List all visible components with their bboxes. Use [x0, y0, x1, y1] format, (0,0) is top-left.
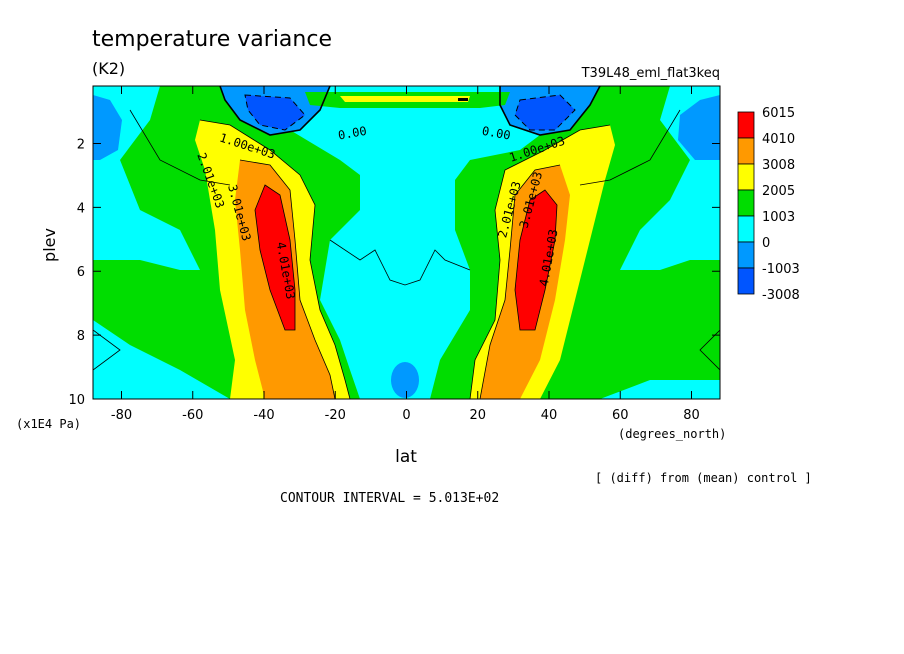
contour-line [199, 119, 351, 399]
contour-line-zero [219, 86, 331, 136]
legend-swatch [737, 241, 755, 269]
contour-label: 0.00 [481, 124, 512, 143]
contour-lines [93, 109, 720, 399]
contour-line [469, 124, 611, 399]
legend-label: 3008 [762, 158, 795, 173]
x-axis: -80 -60 -40 -20 0 20 40 60 80 [111, 86, 700, 423]
legend-swatch [737, 137, 755, 165]
x-tick-label: 0 [402, 408, 410, 423]
contour-lines-zero [219, 86, 601, 136]
legend-label: 1003 [762, 210, 795, 225]
x-tick-label: -20 [325, 408, 346, 423]
legend-swatch [737, 111, 755, 139]
field-blue-bottom-center [391, 362, 419, 398]
legend-label: -1003 [762, 262, 800, 277]
mini-dash [458, 98, 468, 101]
contour-line [329, 239, 471, 286]
diff-note: [ (diff) from (mean) control ] [595, 471, 812, 485]
x-axis-label: lat [395, 447, 417, 467]
y-tick-label: 8 [77, 329, 85, 344]
x-tick-label: -60 [182, 408, 203, 423]
x-tick-label: -80 [111, 408, 132, 423]
x-axis-units: (degrees_north) [618, 427, 726, 441]
color-legend: 6015 4010 3008 2005 1003 0 -1003 -3008 [737, 106, 800, 303]
contour-line [254, 184, 296, 331]
contour-line-negative [514, 94, 576, 131]
units-label: (K2) [92, 59, 125, 78]
chart-title: temperature variance [92, 27, 332, 52]
y-tick-label: 4 [77, 201, 85, 216]
legend-label: 4010 [762, 132, 795, 147]
y-axis-units: (x1E4 Pa) [16, 417, 81, 431]
legend-swatch [737, 163, 755, 191]
contour-line [514, 189, 558, 331]
run-label: T39L48_eml_flat3keq [581, 66, 720, 81]
contour-interval: CONTOUR INTERVAL = 5.013E+02 [280, 491, 499, 506]
x-tick-label: 40 [541, 408, 558, 423]
field-yellow-top-center [340, 96, 470, 102]
field-red-left [255, 185, 295, 330]
contour-line [239, 159, 336, 399]
contour-line [579, 109, 681, 186]
contour-line [479, 164, 561, 399]
y-axis: 2 4 6 8 10 [68, 137, 720, 408]
contour-line-negative [244, 94, 306, 131]
contour-field [93, 86, 720, 399]
y-tick-label: 6 [77, 265, 85, 280]
x-tick-label: -40 [253, 408, 274, 423]
contour-line [129, 109, 231, 186]
field-red-right [515, 190, 557, 330]
contour-line [699, 329, 720, 371]
contour-line-zero [499, 86, 601, 136]
legend-swatch [737, 215, 755, 243]
legend-label: 2005 [762, 184, 795, 199]
legend-label: 6015 [762, 106, 795, 121]
field-blue-right-edge [678, 95, 720, 160]
x-tick-label: 20 [469, 408, 486, 423]
field-deepblue-left-top [245, 95, 305, 130]
contour-label: 0.00 [337, 124, 368, 143]
legend-label: -3008 [762, 288, 800, 303]
field-deepblue-right-top [515, 95, 575, 130]
legend-swatch [737, 189, 755, 217]
x-tick-label: 60 [612, 408, 629, 423]
contour-lines-dashed [244, 94, 576, 131]
y-tick-label: 2 [77, 137, 85, 152]
y-tick-label: 10 [68, 393, 85, 408]
y-axis-label: plev [40, 228, 59, 262]
contour-line [93, 329, 121, 371]
legend-label: 0 [762, 236, 770, 251]
x-tick-label: 80 [683, 408, 700, 423]
legend-swatch [737, 267, 755, 295]
